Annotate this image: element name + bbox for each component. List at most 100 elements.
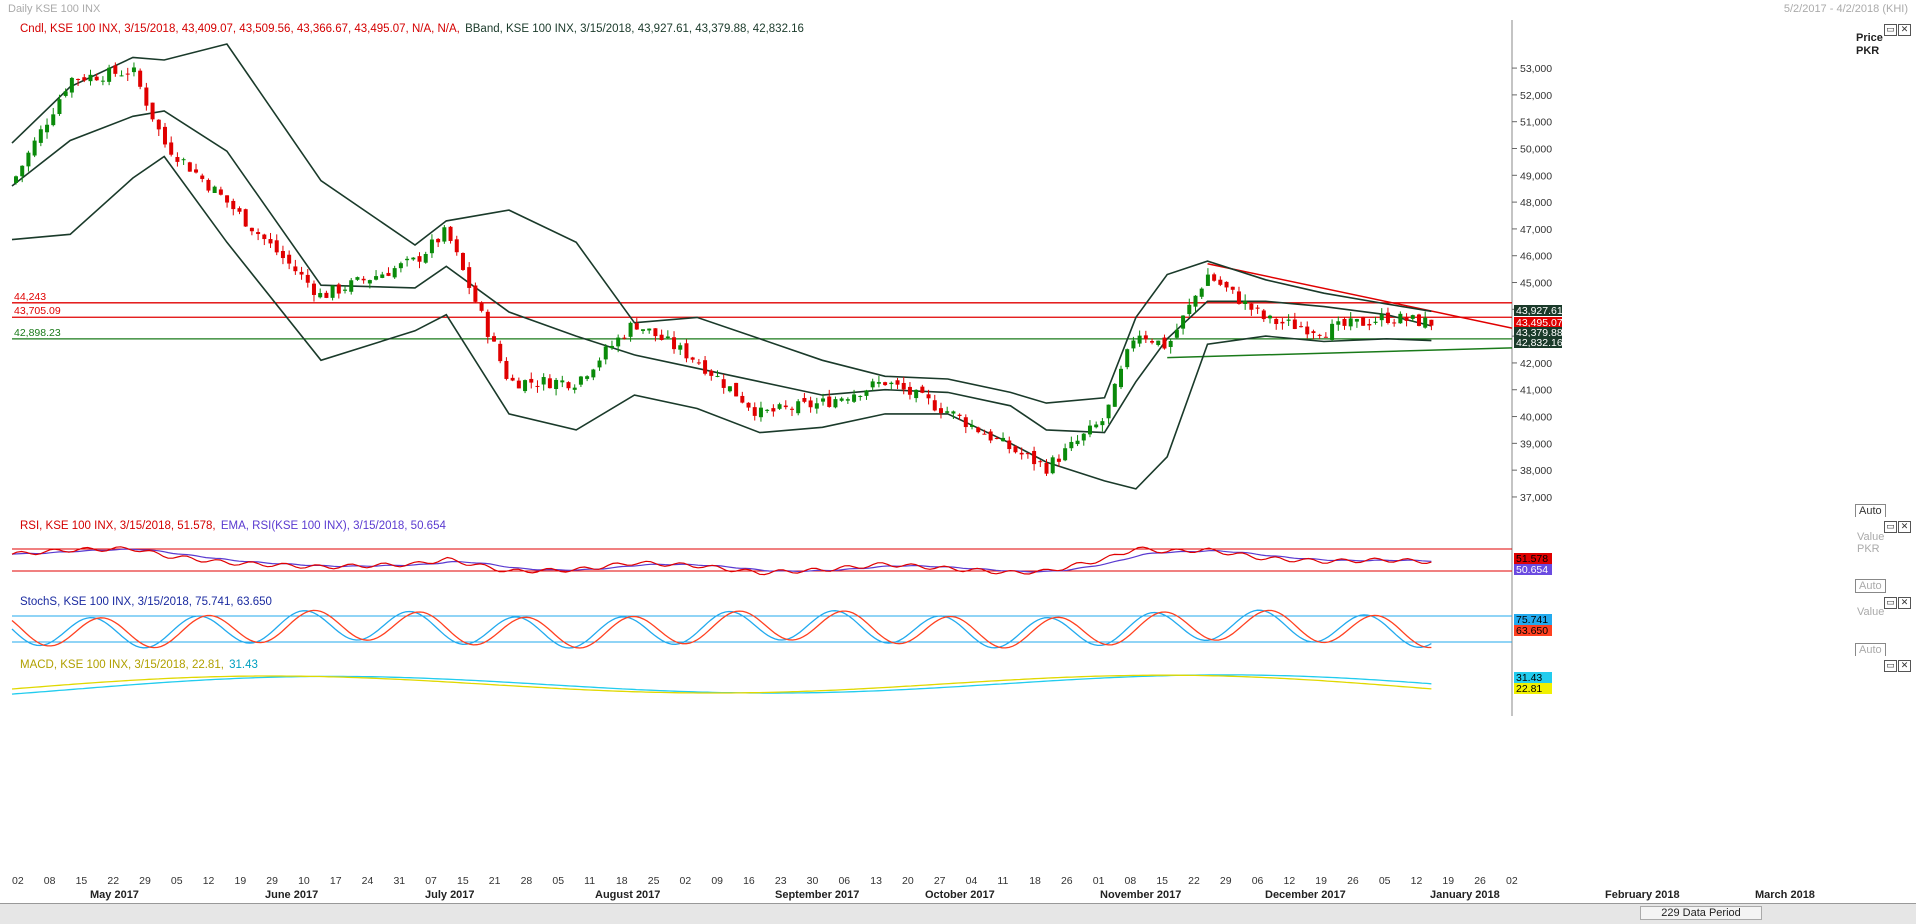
- candle-body: [566, 382, 571, 389]
- candle-body: [653, 328, 658, 337]
- x-tick-label: 13: [870, 875, 882, 887]
- macd-pane-close-button[interactable]: ✕: [1898, 660, 1911, 672]
- x-month-label: July 2017: [425, 889, 475, 901]
- stoch-value-tag: [1514, 625, 1552, 636]
- macd-value-tag: [1514, 672, 1552, 683]
- candle-body: [796, 401, 801, 414]
- x-tick-label: 11: [584, 875, 596, 887]
- x-month-label: March 2018: [1755, 889, 1815, 901]
- x-tick-label: 17: [329, 875, 342, 887]
- legend-rsi-ema: EMA, RSI(KSE 100 INX), 3/15/2018, 50.654: [220, 520, 446, 532]
- x-month-label: October 2017: [925, 889, 995, 901]
- price-pane-close-button[interactable]: ✕: [1898, 24, 1911, 36]
- window-title: Daily KSE 100 INX: [8, 3, 101, 15]
- candle-body: [1150, 341, 1155, 343]
- candle-body: [1410, 315, 1415, 319]
- x-tick-label: 22: [107, 875, 120, 887]
- candle-body: [1311, 331, 1316, 334]
- candle-body: [1243, 300, 1248, 305]
- candle-body: [194, 169, 199, 173]
- stoch-pane[interactable]: 75.741 63.650 StochS, KSE 100 INX, 3/15/2…: [0, 593, 1916, 657]
- x-tick-label: 12: [1410, 875, 1423, 887]
- candle-body: [1174, 329, 1179, 338]
- x-tick-label: 08: [43, 875, 56, 887]
- candle-body: [864, 390, 869, 396]
- price-pane[interactable]: 53,000 52,000 51,000 50,000 49,000 48,000 47,0…: [0, 20, 1916, 518]
- candle-body: [926, 394, 931, 399]
- macd-signal-line: [11, 674, 1432, 695]
- candle-body: [324, 292, 329, 298]
- x-tick-label: 06: [838, 875, 851, 887]
- price-chart[interactable]: 53,000 52,000 51,000 50,000 49,000 48,000 47,0…: [0, 20, 1916, 517]
- x-tick-label: 21: [488, 875, 501, 887]
- candle-body: [1143, 335, 1148, 340]
- rsi-pane[interactable]: 51.578 50.654 RSI, KSE 100 INX, 3/15/2018…: [0, 517, 1916, 594]
- candle-body: [144, 87, 149, 106]
- candle-body: [113, 65, 118, 74]
- candle-body: [690, 357, 695, 360]
- candle-body: [1373, 321, 1378, 323]
- candle-body: [256, 232, 261, 235]
- candle-body: [355, 277, 360, 280]
- candle-body: [988, 431, 993, 441]
- candle-body: [1348, 318, 1353, 327]
- macd-pane[interactable]: 31.43 22.81 MACD, KSE 100 INX, 3/15/2018,…: [0, 656, 1916, 717]
- rsi-pane-minimize-button[interactable]: ▭: [1884, 521, 1897, 533]
- rsi-auto-button[interactable]: Auto: [1855, 579, 1886, 593]
- empty-area: [0, 716, 1916, 873]
- candle-body: [523, 380, 528, 392]
- candle-body: [659, 334, 664, 340]
- candle-body: [833, 399, 838, 408]
- candle-body: [1087, 425, 1092, 435]
- candle-body: [1156, 340, 1161, 346]
- stoch-pane-minimize-button[interactable]: ▭: [1884, 597, 1897, 609]
- candle-body: [876, 382, 881, 384]
- price-tick-label: 49,000: [1520, 170, 1552, 182]
- stoch-auto-button[interactable]: Auto: [1855, 643, 1886, 657]
- x-tick-label: 02: [679, 875, 692, 887]
- candle-body: [1056, 458, 1061, 462]
- x-tick-label: 05: [552, 875, 565, 887]
- candle-body: [299, 271, 304, 275]
- x-tick-label: 19: [234, 875, 247, 887]
- x-tick-label: 19: [1315, 875, 1327, 887]
- x-tick-label: 19: [1442, 875, 1455, 887]
- price-tick-label: 47,000: [1520, 224, 1552, 236]
- candle-body: [1218, 279, 1223, 285]
- candle-body: [1236, 291, 1241, 304]
- stoch-pane-close-button[interactable]: ✕: [1898, 597, 1911, 609]
- data-period: 229 Data Period: [1640, 906, 1762, 920]
- x-tick-label: 25: [647, 875, 660, 887]
- candle-body: [287, 254, 292, 264]
- candle-body: [1379, 314, 1384, 321]
- candle-body: [758, 407, 763, 418]
- rsi-value-tag-label: 51.578: [1516, 553, 1548, 565]
- candle-body: [336, 284, 341, 294]
- x-month-label: December 2017: [1265, 889, 1346, 901]
- legend-bband: BBand, KSE 100 INX, 3/15/2018, 43,927.61…: [465, 23, 804, 35]
- macd-pane-minimize-button[interactable]: ▭: [1884, 660, 1897, 672]
- candle-body: [976, 427, 981, 433]
- price-pane-minimize-button[interactable]: ▭: [1884, 24, 1897, 36]
- x-tick-label: 15: [75, 875, 88, 887]
- candle-body: [721, 379, 726, 388]
- x-tick-label: 15: [457, 875, 469, 887]
- rsi-pane-close-button[interactable]: ✕: [1898, 521, 1911, 533]
- candle-body: [237, 208, 242, 212]
- price-auto-button[interactable]: Auto: [1855, 504, 1886, 518]
- candle-body: [616, 337, 621, 347]
- candle-body: [218, 189, 223, 195]
- candle-body: [398, 263, 403, 269]
- x-tick-label: 02: [12, 875, 24, 887]
- candle-body: [460, 252, 465, 270]
- price-tick-label: 42,000: [1520, 358, 1552, 370]
- candle-body: [709, 370, 714, 376]
- candle-body: [187, 162, 192, 172]
- x-tick-label: 30: [806, 875, 819, 887]
- x-axis: 02 08 15 22 29 05 12 19 29 10 17 24 31 07 15 21 28 05 11 18…: [0, 873, 1916, 903]
- candle-body: [20, 165, 25, 177]
- legend-rsi: RSI, KSE 100 INX, 3/15/2018, 51.578,: [20, 520, 216, 532]
